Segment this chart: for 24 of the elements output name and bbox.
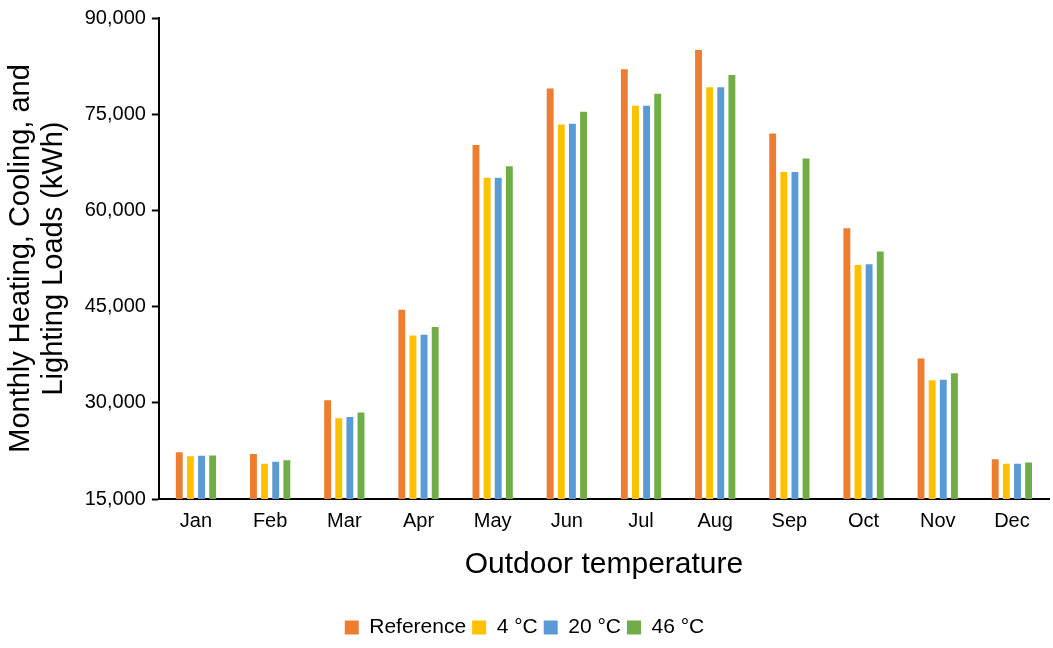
x-tick-label: Sep [771,508,808,531]
x-tick-label: Oct [847,508,880,531]
legend-label: Reference [369,614,467,638]
y-tick-label: 60,000 [84,197,146,220]
x-tick-label: Jun [550,508,583,531]
x-tick-label: Feb [252,508,288,531]
y-tick-label: 30,000 [84,390,146,413]
x-tick-label: Apr [402,508,435,531]
y-tick-label: 15,000 [84,486,146,509]
y-tick-label: 45,000 [84,294,146,317]
legend-label: 46 °C [651,614,705,638]
x-tick-label: Mar [327,508,362,531]
y-tick-label: 90,000 [84,5,146,28]
legend-label: 4 °C [496,614,538,638]
x-tick-label: Jul [628,508,654,531]
legend-label: 20 °C [568,614,621,638]
x-tick-label: Jan [179,508,213,531]
x-tick-label: May [473,508,512,531]
x-tick-label: Dec [994,508,1030,531]
x-tick-label: Aug [697,508,733,531]
x-tick-label: Nov [919,508,956,531]
y-tick-label: 75,000 [84,101,146,124]
y-axis-title: Monthly Heating, Cooling, and Lighting Loads (kWh) [2,64,69,453]
x-axis-title: Outdoor temperature [464,546,744,580]
